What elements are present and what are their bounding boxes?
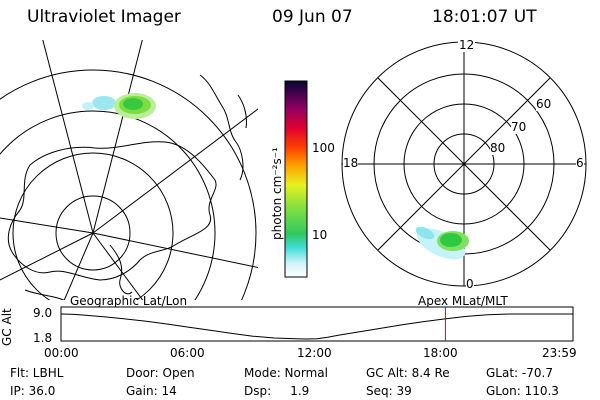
meridian-line	[92, 108, 258, 234]
magnetic-polar-plot	[341, 41, 587, 287]
status-door: Door: Open	[126, 366, 195, 380]
meridian-line	[92, 40, 143, 234]
colorbar-tick-10: 10	[312, 228, 328, 242]
altitude-ytick-1-8: 1.8	[33, 331, 53, 345]
coastline	[7, 141, 217, 281]
orbit-altitude-line	[60, 313, 573, 340]
aurora-emission	[82, 93, 156, 119]
mlt-label-0: 0	[466, 277, 474, 291]
altitude-xtick: 18:00	[423, 346, 458, 360]
coastline	[109, 244, 133, 295]
mlt-label-12: 12	[458, 38, 476, 52]
status-gc-altitude: GC Alt: 8.4 Re	[366, 366, 450, 380]
altitude-xtick: 00:00	[44, 346, 79, 360]
lat-circle	[12, 152, 174, 300]
altitude-ylabel: GC Alt	[0, 308, 14, 346]
mlt-label-6: 6	[576, 156, 584, 170]
colorbar-unit-label: photon cm⁻²s⁻¹	[270, 147, 284, 240]
meridian-line	[92, 232, 258, 269]
meridian-line	[0, 217, 94, 234]
altitude-xtick: 06:00	[170, 346, 205, 360]
status-gain: Gain: 14	[126, 384, 177, 398]
meridian-line	[63, 232, 94, 300]
altitude-xtick: 12:00	[297, 346, 332, 360]
geographic-caption: Geographic Lat/Lon	[70, 294, 188, 308]
instrument-title: Ultraviolet Imager	[27, 7, 181, 27]
colorbar-tick-100: 100	[312, 141, 335, 155]
status-geo-latitude: GLat: -70.7	[486, 366, 553, 380]
mlt-diagonal	[377, 77, 551, 251]
lat-label-80: 80	[490, 141, 506, 155]
lat-circle	[0, 69, 257, 300]
lat-circle	[55, 195, 131, 271]
apex-caption: Apex MLat/MLT	[418, 294, 508, 308]
status-dsp: Dsp: 1.9	[244, 384, 310, 398]
status-sequence: Seq: 39	[366, 384, 412, 398]
time-label: 18:01:07 UT	[432, 7, 537, 27]
altitude-plot-frame	[60, 306, 574, 342]
meridian-line	[0, 232, 94, 281]
mlt-label-18: 18	[343, 156, 359, 170]
status-mode: Mode: Normal	[244, 366, 328, 380]
geographic-map	[0, 40, 258, 300]
colorbar	[284, 80, 308, 278]
altitude-xtick: 23:59	[542, 346, 577, 360]
altitude-plot	[60, 306, 574, 342]
date-label: 09 Jun 07	[272, 7, 353, 27]
lat-label-60: 60	[536, 97, 552, 111]
status-filter: Flt: LBHL	[10, 366, 64, 380]
coastline	[237, 94, 247, 129]
status-geo-longitude: GLon: 110.3	[486, 384, 559, 398]
coastline	[24, 289, 65, 300]
lat-label-70: 70	[511, 120, 527, 134]
aurora-emission-polar	[415, 226, 469, 260]
coastline	[199, 74, 244, 181]
altitude-ytick-9: 9.0	[33, 306, 53, 320]
lat-circle	[0, 110, 216, 300]
meridian-line	[42, 40, 94, 234]
status-ip: IP: 36.0	[10, 384, 56, 398]
